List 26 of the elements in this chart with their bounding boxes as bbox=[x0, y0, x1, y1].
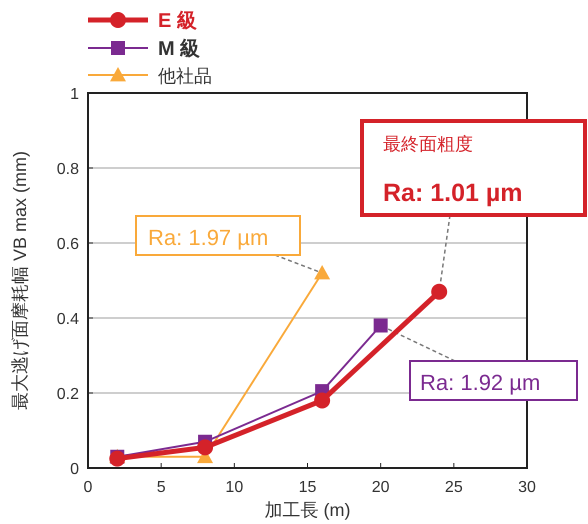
y-tick-label: 0.6 bbox=[56, 236, 80, 253]
point bbox=[109, 450, 126, 467]
point bbox=[431, 284, 448, 300]
legend-label: 他社品 bbox=[158, 66, 212, 86]
point bbox=[314, 392, 330, 408]
x-tick-label: 25 bbox=[444, 479, 463, 496]
point bbox=[374, 318, 388, 332]
y-axis-title: 最大逃げ面摩耗幅 VB max (mm) bbox=[10, 151, 30, 410]
annotation: 最終面粗度 bbox=[383, 134, 473, 154]
x-tick-label: 15 bbox=[298, 479, 316, 496]
x-tick-label: 0 bbox=[84, 479, 93, 496]
annotation: Ra: 1.92 µm bbox=[420, 370, 540, 395]
x-tick-label: 5 bbox=[156, 479, 166, 496]
y-tick-label: 0 bbox=[70, 461, 80, 478]
y-tick-label: 0.2 bbox=[56, 386, 80, 403]
y-tick-label: 0.8 bbox=[56, 161, 80, 178]
x-tick-label: 10 bbox=[225, 479, 244, 496]
legend-label: E 級 bbox=[158, 10, 197, 32]
y-tick-label: 0.4 bbox=[56, 311, 80, 328]
x-tick-label: 30 bbox=[518, 479, 536, 496]
x-axis-title: 加工長 (m) bbox=[264, 500, 350, 520]
annotation: Ra: 1.97 µm bbox=[148, 225, 268, 250]
y-tick-label: 1 bbox=[70, 86, 80, 103]
legend-label: M 級 bbox=[158, 38, 200, 60]
x-tick-label: 20 bbox=[372, 479, 390, 496]
annotation: Ra: 1.01 µm bbox=[383, 179, 522, 207]
